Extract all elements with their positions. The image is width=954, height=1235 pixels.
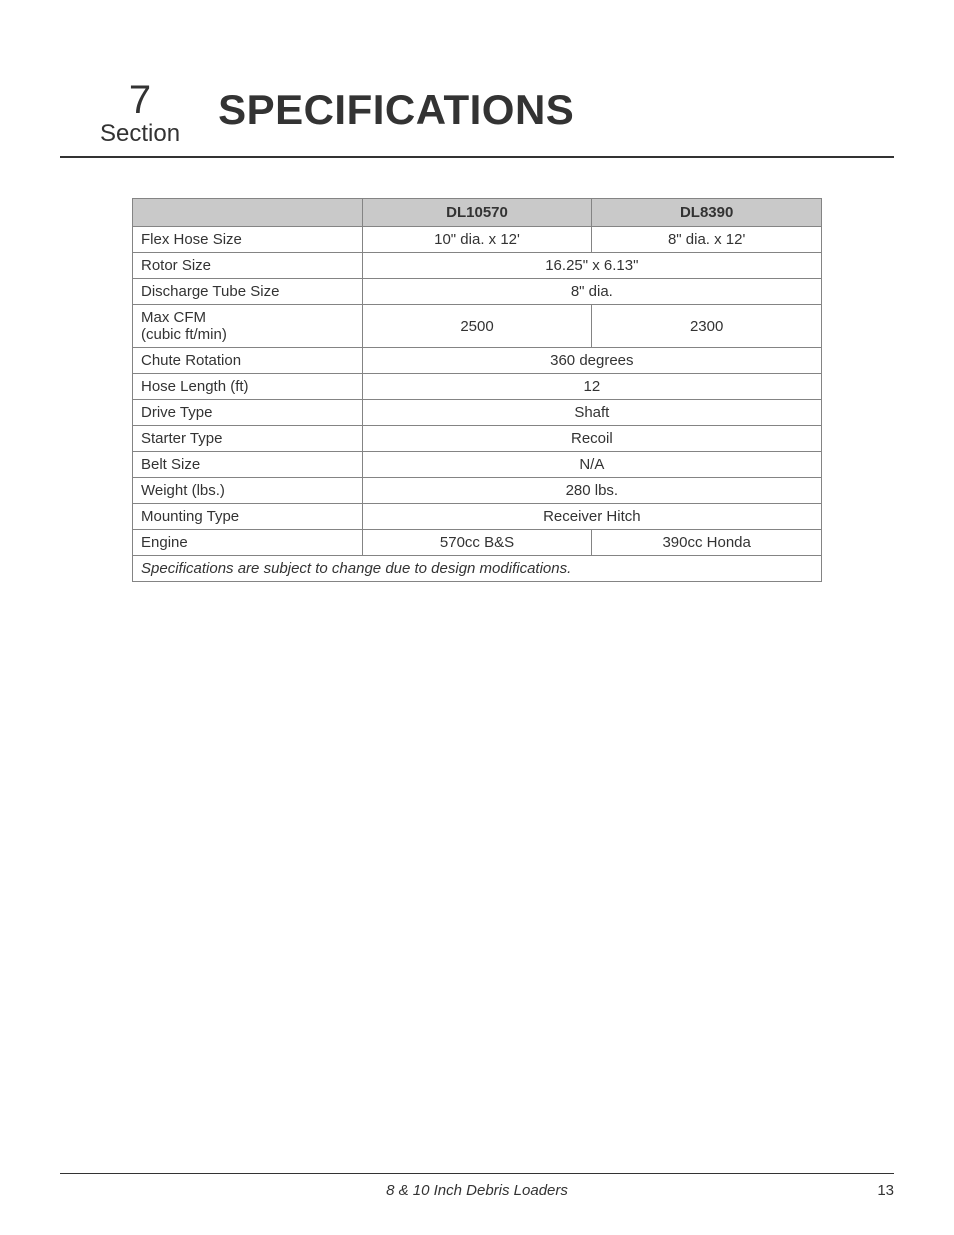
column-header-blank [133,199,363,227]
page-title: SPECIFICATIONS [218,86,574,134]
row-label: Hose Length (ft) [133,374,363,400]
table-row: Starter TypeRecoil [133,426,822,452]
column-header-model1: DL10570 [362,199,592,227]
row-value-merged: 280 lbs. [362,478,821,504]
row-label: Starter Type [133,426,363,452]
row-value-merged: 8" dia. [362,279,821,305]
table-row: Discharge Tube Size8" dia. [133,279,822,305]
row-label: Chute Rotation [133,348,363,374]
specifications-table: DL10570 DL8390 Flex Hose Size10" dia. x … [132,198,822,582]
row-label: Belt Size [133,452,363,478]
row-label: Discharge Tube Size [133,279,363,305]
row-value-col1: 10" dia. x 12' [362,227,592,253]
row-label: Engine [133,530,363,556]
row-value-merged: 360 degrees [362,348,821,374]
row-value-merged: Recoil [362,426,821,452]
table-footnote: Specifications are subject to change due… [133,556,822,582]
page-footer: 8 & 10 Inch Debris Loaders 13 [60,1173,894,1199]
row-value-col2: 2300 [592,305,822,348]
row-label: Flex Hose Size [133,227,363,253]
row-value-col1: 2500 [362,305,592,348]
row-value-merged: N/A [362,452,821,478]
table-footnote-row: Specifications are subject to change due… [133,556,822,582]
table-row: Weight (lbs.)280 lbs. [133,478,822,504]
table-row: Max CFM(cubic ft/min)25002300 [133,305,822,348]
row-label: Max CFM(cubic ft/min) [133,305,363,348]
row-value-merged: Shaft [362,400,821,426]
row-value-merged: 12 [362,374,821,400]
section-block: 7 Section [100,80,180,146]
table-row: Drive TypeShaft [133,400,822,426]
table-row: Belt SizeN/A [133,452,822,478]
table-row: Hose Length (ft)12 [133,374,822,400]
row-value-col2: 8" dia. x 12' [592,227,822,253]
row-label: Mounting Type [133,504,363,530]
table-row: Mounting TypeReceiver Hitch [133,504,822,530]
table-body: Flex Hose Size10" dia. x 12'8" dia. x 12… [133,227,822,582]
footer-doc-title: 8 & 10 Inch Debris Loaders [386,1182,568,1199]
section-number: 7 [129,80,151,120]
row-label: Weight (lbs.) [133,478,363,504]
footer-page-number: 13 [877,1182,894,1199]
table-row: Chute Rotation360 degrees [133,348,822,374]
row-value-col2: 390cc Honda [592,530,822,556]
row-label: Drive Type [133,400,363,426]
row-value-merged: Receiver Hitch [362,504,821,530]
page-container: 7 Section SPECIFICATIONS DL10570 DL8390 … [0,0,954,1235]
row-value-merged: 16.25" x 6.13" [362,253,821,279]
table-row: Flex Hose Size10" dia. x 12'8" dia. x 12… [133,227,822,253]
table-row: Engine570cc B&S390cc Honda [133,530,822,556]
table-row: Rotor Size16.25" x 6.13" [133,253,822,279]
table-header-row: DL10570 DL8390 [133,199,822,227]
column-header-model2: DL8390 [592,199,822,227]
section-label: Section [100,122,180,146]
row-label: Rotor Size [133,253,363,279]
page-header: 7 Section SPECIFICATIONS [60,80,894,158]
row-value-col1: 570cc B&S [362,530,592,556]
